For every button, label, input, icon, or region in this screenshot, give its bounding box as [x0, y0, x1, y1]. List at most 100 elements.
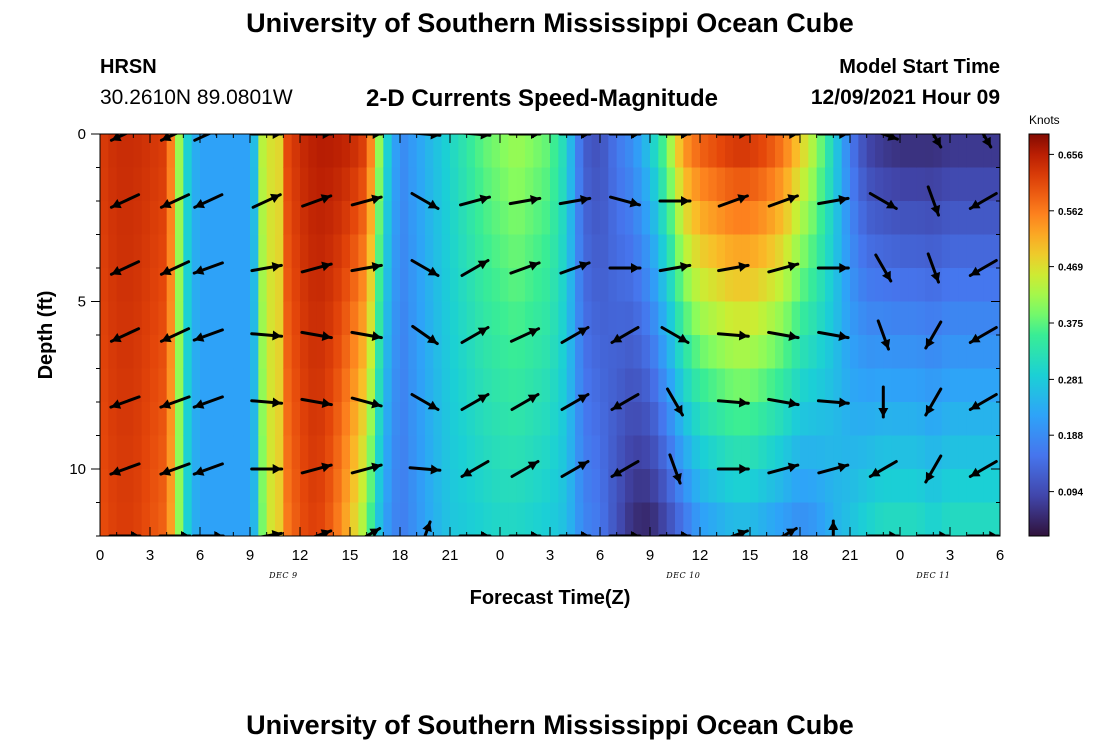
- heatmap-cell: [458, 301, 468, 336]
- heatmap-cell: [391, 368, 401, 403]
- heatmap-cell: [600, 134, 609, 169]
- heatmap-cell: [766, 234, 776, 269]
- heatmap-cell: [708, 335, 718, 370]
- current-arrow: [981, 134, 993, 149]
- heatmap-cell: [308, 335, 318, 370]
- heatmap-cell: [425, 167, 434, 202]
- heatmap-cell: [766, 268, 776, 303]
- heatmap-cell: [508, 402, 518, 437]
- heatmap-cell: [941, 201, 951, 236]
- heatmap-cell: [933, 335, 943, 370]
- heatmap-cell: [791, 402, 801, 437]
- heatmap-cell: [383, 301, 393, 336]
- heatmap-cell: [316, 167, 326, 202]
- heatmap-cell: [658, 301, 668, 336]
- colorbar-tick-label: 0.469: [1058, 263, 1083, 274]
- heatmap-cell: [291, 502, 301, 536]
- heatmap-cell: [208, 469, 218, 504]
- current-arrow: [716, 464, 750, 474]
- heatmap-cell: [808, 435, 818, 470]
- heatmap-cell: [116, 268, 126, 303]
- heatmap-cell: [683, 368, 693, 403]
- heatmap-cell: [558, 435, 568, 470]
- model-start-label: Model Start Time: [839, 56, 1000, 78]
- heatmap-cell: [591, 201, 601, 236]
- heatmap-cell: [758, 167, 768, 202]
- heatmap-cell: [716, 301, 726, 336]
- heatmap-cell: [775, 469, 784, 504]
- heatmap-cell: [775, 268, 784, 303]
- heatmap-cell: [775, 502, 784, 536]
- heatmap-cell: [983, 201, 993, 236]
- current-arrow: [350, 134, 384, 139]
- heatmap-cell: [875, 469, 884, 504]
- heatmap-cell: [400, 368, 409, 403]
- heatmap-cell: [691, 234, 701, 269]
- current-arrow: [510, 460, 540, 478]
- heatmap-cell: [625, 435, 634, 470]
- heatmap-cell: [716, 201, 726, 236]
- heatmap-cell: [533, 134, 543, 169]
- heatmap-cell: [750, 234, 759, 269]
- heatmap-cell: [866, 402, 876, 437]
- heatmap-cell: [466, 301, 476, 336]
- heatmap-cell: [450, 335, 459, 370]
- heatmap-cell: [925, 335, 934, 370]
- current-arrow: [716, 397, 750, 408]
- heatmap-cell: [641, 268, 651, 303]
- heatmap-cell: [366, 469, 376, 504]
- heatmap-cell: [641, 368, 651, 403]
- current-arrow: [459, 194, 491, 207]
- heatmap-cell: [516, 502, 526, 536]
- heatmap-cell: [325, 402, 334, 437]
- current-arrow: [410, 192, 440, 210]
- heatmap-cell: [233, 301, 243, 336]
- heatmap-cell: [308, 368, 318, 403]
- heatmap-cell: [366, 134, 376, 169]
- heatmap-cell: [150, 502, 159, 536]
- current-arrow: [559, 261, 591, 275]
- heatmap-cell: [566, 134, 576, 169]
- heatmap-cell: [400, 402, 409, 437]
- heatmap-cell: [216, 469, 226, 504]
- heatmap-cell: [791, 469, 801, 504]
- heatmap-cell: [650, 301, 659, 336]
- heatmap-cell: [358, 335, 368, 370]
- heatmap-cell: [675, 167, 684, 202]
- heatmap-cell: [500, 469, 509, 504]
- heatmap-cell: [800, 201, 809, 236]
- current-arrow: [193, 193, 224, 209]
- current-arrow: [968, 393, 998, 411]
- heatmap-cell: [433, 368, 443, 403]
- heatmap-cell: [625, 134, 634, 169]
- heatmap-cell: [158, 201, 168, 236]
- heatmap-cell: [666, 402, 676, 437]
- heatmap-cell: [683, 335, 693, 370]
- heatmap-cell: [891, 268, 901, 303]
- heatmap-cell: [166, 301, 176, 336]
- heatmap-cell: [891, 335, 901, 370]
- heatmap-cell: [683, 167, 693, 202]
- heatmap-cell: [175, 201, 184, 236]
- heatmap-cell: [533, 167, 543, 202]
- heatmap-cell: [775, 435, 784, 470]
- heatmap-cell: [441, 134, 451, 169]
- heatmap-cell: [858, 469, 868, 504]
- heatmap-cell: [116, 234, 126, 269]
- heatmap-cell: [191, 134, 201, 169]
- heatmap-cell: [608, 469, 618, 504]
- heatmap-cell: [958, 469, 968, 504]
- colorbar-tick-label: 0.188: [1058, 431, 1083, 442]
- heatmap-cell: [966, 234, 976, 269]
- heatmap-cell: [333, 201, 343, 236]
- heatmap-cell: [458, 402, 468, 437]
- heatmap-cell: [575, 234, 584, 269]
- heatmap-cell: [350, 301, 359, 336]
- heatmap-cell: [375, 402, 384, 437]
- heatmap-cell: [491, 435, 501, 470]
- heatmap-cell: [916, 234, 926, 269]
- heatmap-cell: [391, 469, 401, 504]
- heatmap-cell: [650, 234, 659, 269]
- heatmap-cell: [991, 201, 1000, 236]
- heatmap-cell: [950, 268, 959, 303]
